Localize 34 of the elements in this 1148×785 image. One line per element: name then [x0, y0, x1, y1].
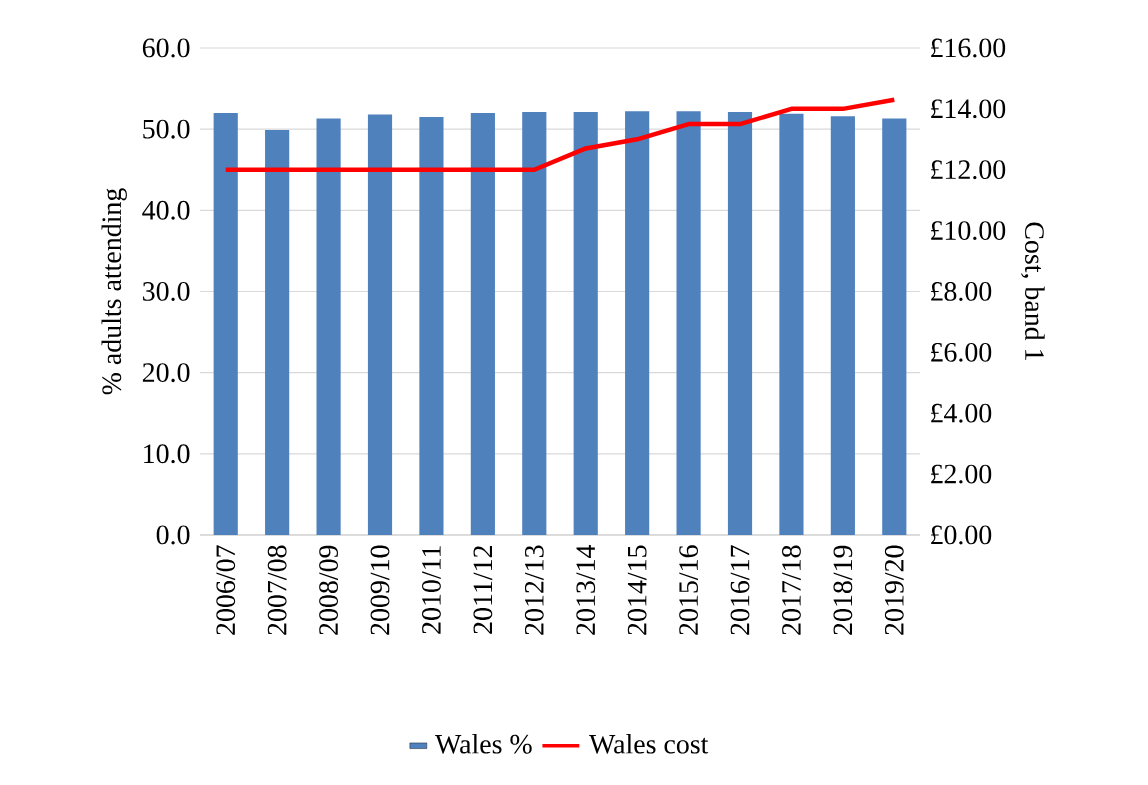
y2-tick-label: £16.00: [931, 38, 1006, 58]
y2-axis-title: Cost, band 1: [1021, 222, 1045, 360]
y-tick-label: 0.0: [156, 525, 190, 545]
y2-tick-label: £14.00: [931, 99, 1006, 119]
y-tick-label: 30.0: [143, 282, 190, 301]
legend-label: Wales cost: [589, 733, 709, 754]
x-tick-label: 2009/10: [370, 545, 390, 635]
y2-tick-label: £0.00: [931, 525, 992, 545]
x-tick-label: 2010/11: [422, 546, 441, 634]
x-tick-label: 2012/13: [524, 545, 544, 635]
y-tick-label: 50.0: [143, 119, 190, 139]
y2-tick-label: £4.00: [931, 403, 992, 423]
y-tick-label: 10.0: [144, 444, 190, 464]
y2-tick-label: £2.00: [931, 464, 992, 484]
y2-tick-label: £8.00: [931, 282, 992, 301]
y2-tick-label: £6.00: [931, 342, 992, 362]
x-tick-label: 2013/14: [576, 544, 596, 635]
x-tick-label: 2014/15: [627, 545, 647, 635]
y-tick-label: 40.0: [142, 200, 190, 220]
y2-tick-label: £10.00: [931, 221, 1006, 241]
legend-label: Wales %: [435, 733, 532, 754]
x-tick-label: 2019/20: [884, 545, 904, 635]
x-tick-label: 2016/17: [730, 545, 750, 635]
x-tick-label: 2007/08: [267, 545, 287, 635]
y2-tick-label: £12.00: [931, 160, 1006, 180]
y-axis-title: % adults attending: [101, 188, 127, 395]
x-tick-label: 2011/12: [473, 546, 493, 634]
x-tick-label: 2015/16: [679, 545, 698, 635]
x-tick-label: 2006/07: [216, 545, 236, 635]
y-tick-label: 60.0: [142, 38, 190, 58]
x-tick-label: 2017/18: [782, 545, 801, 635]
x-tick-label: 2008/09: [319, 545, 338, 635]
y-tick-label: 20.0: [142, 363, 190, 383]
x-tick-label: 2018/19: [833, 545, 853, 635]
